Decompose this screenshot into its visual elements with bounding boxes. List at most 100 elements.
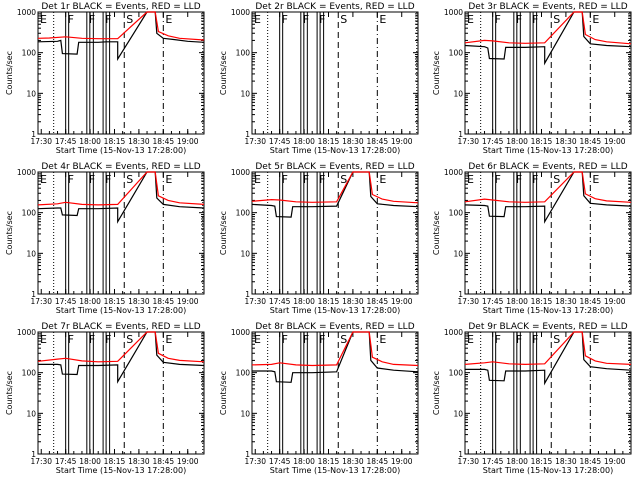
flag-label: F (532, 13, 538, 26)
series-line-events (37, 11, 205, 62)
flag-label: F (495, 13, 501, 26)
x-tick-label: 18:45 (367, 137, 389, 146)
flag-label: E (254, 13, 261, 26)
flag-label: E (467, 173, 474, 186)
plot-frame (37, 331, 205, 455)
y-tick-label: 1000 (231, 168, 250, 177)
x-tick-label: 17:45 (482, 297, 504, 306)
flag-label: F (516, 333, 522, 346)
flag-label: S (553, 333, 560, 346)
x-axis-label: Start Time (15-Nov-13 17:28:00) (56, 306, 186, 315)
plot-frame (251, 11, 419, 135)
flag-label: F (105, 173, 111, 186)
flag-label: S (340, 173, 347, 186)
x-tick-label: 18:30 (342, 137, 364, 146)
y-tick-label: 100 (449, 209, 464, 218)
y-tick-label: 100 (236, 209, 251, 218)
x-axis-label: Start Time (15-Nov-13 17:28:00) (483, 466, 613, 475)
y-tick-label: 1 (245, 290, 250, 299)
x-tick-label: 17:30 (457, 457, 479, 466)
flag-label: F (319, 13, 325, 26)
series-line-lld (37, 171, 205, 206)
flag-label: E (467, 333, 474, 346)
x-tick-label: 18:45 (580, 297, 602, 306)
x-tick-label: 18:15 (104, 137, 126, 146)
x-tick-label: 17:30 (30, 137, 52, 146)
series-line-lld (464, 171, 632, 203)
y-tick-label: 10 (26, 409, 36, 418)
x-tick-label: 18:00 (506, 137, 528, 146)
x-tick-label: 17:45 (55, 137, 77, 146)
plot-frame (464, 11, 632, 135)
x-tick-label: 18:00 (79, 457, 101, 466)
flag-label: S (553, 173, 560, 186)
chart-title: Det 7r BLACK = Events, RED = LLD (41, 322, 200, 332)
y-tick-label: 1 (245, 450, 250, 459)
x-tick-label: 18:15 (318, 457, 340, 466)
chart-panel-7: Det 7r BLACK = Events, RED = LLD 1 10 100 10… (5, 322, 205, 475)
x-tick-label: 18:00 (79, 297, 101, 306)
y-axis-label: Counts/sec (219, 51, 228, 95)
x-tick-label: 19:00 (391, 297, 413, 306)
flag-label: E (165, 13, 172, 26)
x-tick-label: 18:30 (342, 457, 364, 466)
y-tick-label: 100 (22, 369, 37, 378)
chart-panel-3: Det 3r BLACK = Events, RED = LLD 1 10 100 10… (432, 2, 632, 155)
y-axis-label: Counts/sec (5, 51, 14, 95)
y-axis-label: Counts/sec (5, 211, 14, 255)
x-tick-label: 18:15 (104, 297, 126, 306)
x-tick-label: 18:15 (531, 457, 553, 466)
x-tick-label: 17:45 (482, 457, 504, 466)
flag-label: F (105, 13, 111, 26)
flag-label: S (126, 13, 133, 26)
x-tick-label: 19:00 (391, 137, 413, 146)
flag-label: F (532, 173, 538, 186)
flag-label: E (254, 333, 261, 346)
chart-panel-5: Det 5r BLACK = Events, RED = LLD 1 10 100 10… (219, 162, 419, 315)
flag-label: F (303, 333, 309, 346)
flag-label: F (282, 333, 288, 346)
y-axis-label: Counts/sec (219, 371, 228, 415)
flag-label: E (379, 173, 386, 186)
x-tick-label: 18:00 (293, 297, 315, 306)
chart-title: Det 8r BLACK = Events, RED = LLD (255, 322, 414, 332)
x-tick-label: 18:30 (555, 137, 577, 146)
series-line-lld (251, 331, 419, 367)
y-tick-label: 10 (453, 409, 463, 418)
chart-panel-6: Det 6r BLACK = Events, RED = LLD 1 10 100 10… (432, 162, 632, 315)
flag-label: S (553, 13, 560, 26)
flag-label: E (40, 173, 47, 186)
x-tick-label: 18:45 (153, 457, 175, 466)
x-tick-label: 19:00 (391, 457, 413, 466)
y-axis-label: Counts/sec (432, 51, 441, 95)
flag-label: S (340, 13, 347, 26)
y-tick-label: 1000 (17, 328, 36, 337)
y-tick-label: 1 (245, 130, 250, 139)
x-axis-label: Start Time (15-Nov-13 17:28:00) (270, 306, 400, 315)
x-tick-label: 18:30 (128, 457, 150, 466)
flag-label: S (126, 333, 133, 346)
y-tick-label: 10 (26, 89, 36, 98)
x-tick-label: 17:45 (482, 137, 504, 146)
y-tick-label: 1000 (444, 8, 463, 17)
y-tick-label: 10 (453, 89, 463, 98)
chart-panel-2: Det 2r BLACK = Events, RED = LLD 1 10 100 10… (219, 2, 419, 155)
chart-panel-9: Det 9r BLACK = Events, RED = LLD 1 10 100 10… (432, 322, 632, 475)
x-tick-label: 18:45 (367, 297, 389, 306)
flag-label: E (40, 333, 47, 346)
x-tick-label: 17:30 (30, 297, 52, 306)
y-tick-label: 1000 (231, 328, 250, 337)
flag-label: E (379, 333, 386, 346)
y-tick-label: 100 (449, 49, 464, 58)
y-axis-label: Counts/sec (432, 211, 441, 255)
flag-label: S (340, 333, 347, 346)
flag-label: F (282, 13, 288, 26)
plot-frame (251, 171, 419, 295)
x-tick-label: 17:30 (244, 137, 266, 146)
y-axis-label: Counts/sec (5, 371, 14, 415)
x-tick-label: 19:00 (604, 457, 626, 466)
x-tick-label: 17:30 (30, 457, 52, 466)
x-tick-label: 18:15 (531, 137, 553, 146)
flag-label: E (592, 13, 599, 26)
